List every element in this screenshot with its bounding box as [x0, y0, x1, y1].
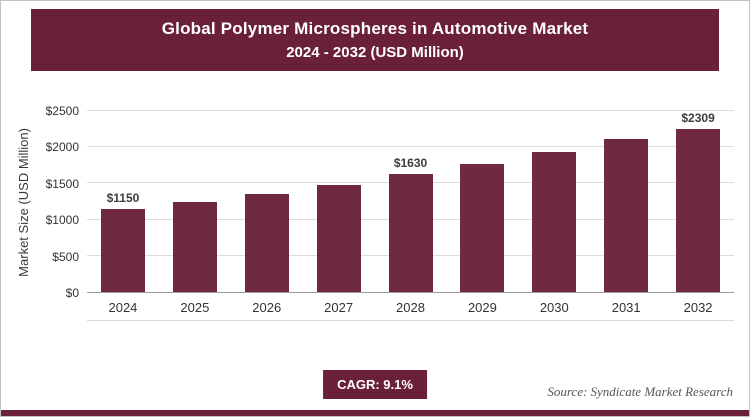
cagr-badge: CAGR: 9.1%: [323, 370, 427, 399]
bar: [460, 163, 505, 292]
x-tick-label: 2024: [108, 300, 138, 315]
chart-title-banner: Global Polymer Microspheres in Automotiv…: [31, 9, 719, 71]
plot-column: $1150 $1630 $2309 2024 2025 2026 2027 2028 2029…: [87, 110, 734, 323]
bar: [604, 139, 649, 292]
bar: [316, 184, 361, 292]
bar-column: [231, 111, 303, 292]
bar-column: [159, 111, 231, 292]
chart-footer: CAGR: 9.1% Source: Syndicate Market Rese…: [1, 370, 749, 402]
x-tick-label: 2031: [611, 300, 641, 315]
x-tick-label: 2029: [467, 300, 497, 315]
bar-value-label: $1630: [393, 156, 428, 170]
chart-area: Market Size (USD Million) $0 $500 $1000 $15…: [11, 104, 734, 323]
x-tick-label: 2028: [396, 300, 425, 315]
x-axis-labels: 2024 2025 2026 2027 2028 2029 2030 2031 2032: [87, 293, 734, 321]
bar-column: $2309: [662, 111, 734, 292]
x-tick-label: 2026: [252, 300, 282, 315]
y-axis-label-wrap: Market Size (USD Million): [11, 111, 35, 323]
source-attribution: Source: Syndicate Market Research: [547, 384, 733, 399]
y-tick-label: $1500: [45, 176, 79, 191]
bars-row: $1150 $1630 $2309: [87, 111, 734, 292]
plot-region: $1150 $1630 $2309: [87, 110, 734, 293]
y-tick-label: $2500: [45, 104, 79, 118]
bar-value-label: $1150: [106, 190, 140, 205]
bar-column: $1630: [375, 111, 447, 292]
bar: [676, 129, 721, 292]
y-tick-label: $1000: [45, 213, 79, 228]
chart-title-line1: Global Polymer Microspheres in Automotiv…: [161, 19, 589, 38]
bar-column: [303, 111, 375, 292]
bar-column: [590, 111, 662, 292]
bar: [532, 152, 577, 292]
x-tick-label: 2030: [539, 300, 569, 315]
x-tick-label: 2025: [180, 300, 210, 315]
y-tick-label: $2000: [45, 140, 79, 155]
y-axis-ticks: $0 $500 $1000 $1500 $2000 $2500: [35, 104, 87, 300]
bar: [172, 201, 217, 292]
gridline: [87, 110, 734, 111]
y-axis-label: Market Size (USD Million): [15, 127, 31, 277]
bottom-accent-strip: [1, 410, 749, 416]
y-tick-label: $500: [52, 249, 79, 264]
gridline: [87, 146, 734, 148]
bar-column: [446, 111, 518, 292]
bar: [100, 208, 145, 292]
chart-title-line2: 2024 - 2032 (USD Million): [286, 44, 464, 61]
x-tick-label: 2027: [324, 300, 354, 315]
bar: [244, 193, 289, 292]
bar: [388, 174, 433, 292]
bar-column: $1150: [87, 111, 159, 292]
bar-column: [518, 111, 590, 292]
bar-value-label: $2309: [681, 111, 715, 125]
y-tick-label: $0: [65, 286, 79, 300]
x-tick-label: 2032: [683, 300, 713, 315]
